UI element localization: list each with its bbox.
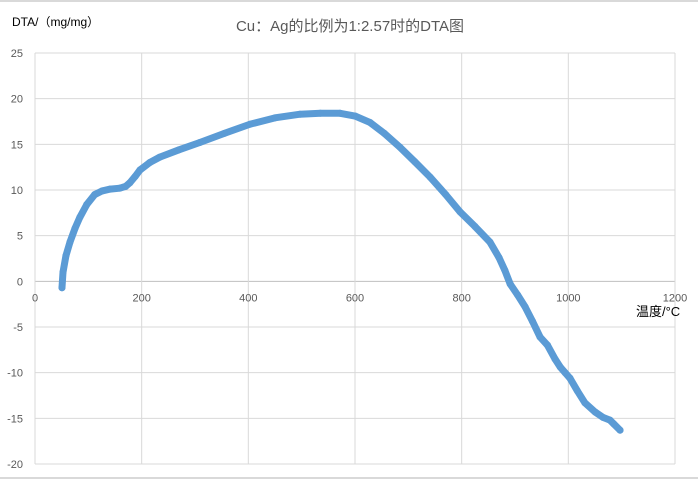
data-point [591,408,599,416]
y-tick-label: 0 [17,276,23,288]
data-point [62,252,70,260]
data-point [58,284,66,292]
data-point [471,223,479,231]
data-point [136,166,144,174]
data-point [521,303,529,311]
data-point [351,112,359,120]
y-tick-label: 15 [11,139,23,151]
data-point [116,184,124,192]
data-point [59,268,67,276]
data-point [296,110,304,118]
data-point [336,109,344,117]
y-tick-label: 5 [17,231,23,243]
data-point [426,173,434,181]
data-point [556,363,564,371]
data-point [581,399,589,407]
x-tick-label: 1000 [556,292,580,304]
x-tick-labels: 0 200 400 600 800 1000 1200 [32,292,687,304]
data-point [529,318,537,326]
y-axis-label: DTA/（mg/mg） [12,15,99,29]
data-point [396,143,404,151]
x-tick-label: 200 [132,292,150,304]
x-tick-label: 800 [452,292,470,304]
data-point [599,413,607,421]
x-axis-label: 温度/°C [636,304,680,319]
data-point [551,355,559,363]
chart-title: Cu：Ag的比例为1:2.57时的DTA图 [236,18,464,35]
data-point [495,254,503,262]
data-point [146,159,154,167]
data-point [246,120,254,128]
x-tick-label: 1200 [663,292,687,304]
data-point [610,420,618,428]
data-point [71,224,79,232]
data-point [573,387,581,395]
series-line [58,109,624,434]
data-point [175,146,183,154]
data-point [501,266,509,274]
data-point [486,238,494,246]
data-point [131,172,139,180]
x-tick-label: 0 [32,292,38,304]
y-tick-label: -5 [13,322,23,334]
data-point [196,139,204,147]
y-tick-label: 10 [11,185,23,197]
y-tick-label: -15 [7,413,23,425]
y-tick-label: -20 [7,459,23,471]
data-point [220,129,228,137]
data-point [536,333,544,341]
data-point [456,208,464,216]
data-point [411,158,419,166]
data-series [58,109,624,434]
data-point [76,213,84,221]
data-point [126,179,134,187]
data-point [316,109,324,117]
data-point [442,191,450,199]
data-point [561,369,569,377]
data-point [566,374,574,382]
data-point [83,201,91,209]
data-point [271,114,279,122]
gridlines [34,52,676,465]
data-point [98,187,106,195]
y-tick-labels: -20 -15 -10 -5 0 5 10 15 20 25 [7,48,23,471]
data-point [91,191,99,199]
data-point [380,129,388,137]
y-tick-label: 25 [11,48,23,60]
data-point [506,280,514,288]
data-point [544,341,552,349]
y-tick-label: -10 [7,368,23,380]
y-tick-label: 20 [11,94,23,106]
data-point [156,153,164,161]
x-tick-label: 600 [346,292,364,304]
data-point [66,238,74,246]
data-point [106,185,114,193]
x-tick-label: 400 [239,292,257,304]
data-point [366,118,374,126]
data-point [514,291,522,299]
data-point [616,426,624,434]
